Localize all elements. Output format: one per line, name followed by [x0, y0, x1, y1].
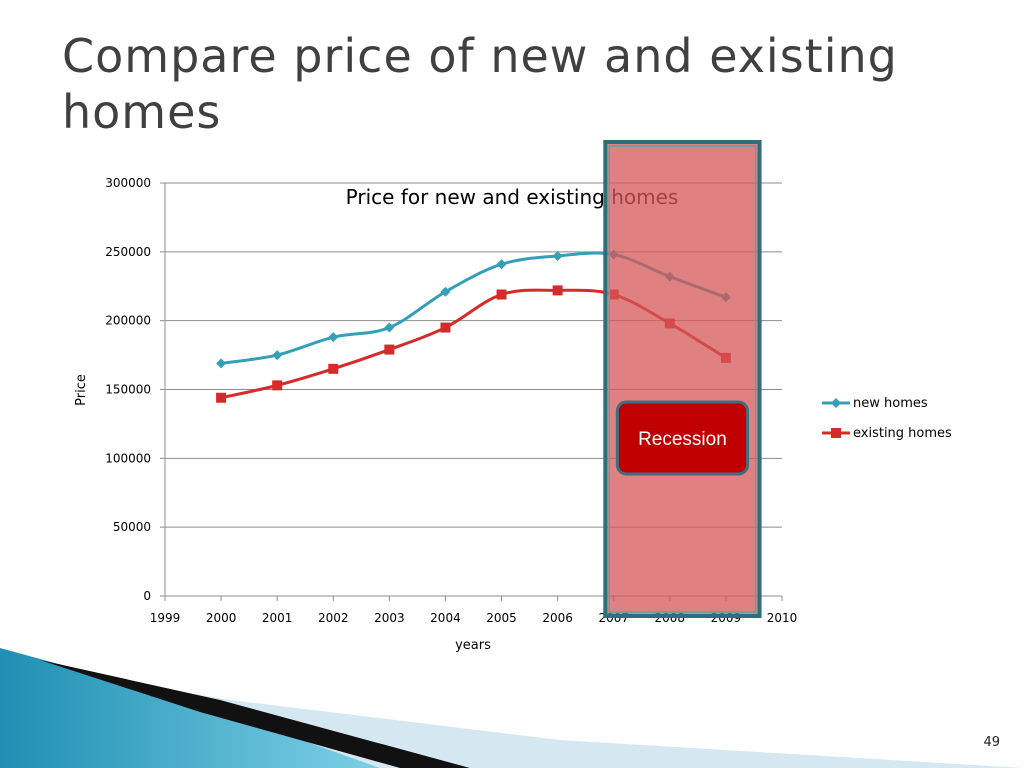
recession-label: Recession — [638, 429, 727, 450]
swoosh-dark — [40, 660, 470, 768]
data-point — [216, 392, 227, 403]
slide-number: 49 — [983, 735, 1000, 750]
x-tick-label: 2000 — [206, 611, 237, 625]
data-point — [552, 285, 563, 296]
recession-annotation: Recession — [603, 140, 762, 618]
data-point — [216, 358, 227, 369]
data-point — [496, 259, 507, 270]
x-tick-label: 2010 — [767, 611, 798, 625]
data-point — [272, 350, 283, 361]
data-point — [440, 286, 451, 297]
chart-legend: new homes existing homes — [822, 396, 952, 441]
data-point — [440, 322, 451, 333]
y-tick-label: 300000 — [105, 176, 151, 190]
data-point — [496, 289, 507, 300]
data-point — [384, 322, 395, 333]
data-point — [328, 332, 339, 343]
data-point — [831, 398, 841, 408]
y-tick-label: 50000 — [113, 520, 151, 534]
slide-title: Compare price of new and existing homes — [62, 29, 898, 139]
y-tick-label: 150000 — [105, 383, 151, 397]
data-point — [831, 428, 841, 438]
x-tick-label: 2001 — [262, 611, 293, 625]
data-point — [328, 363, 339, 374]
y-tick-label: 200000 — [105, 314, 151, 328]
x-tick-label: 2005 — [486, 611, 517, 625]
recession-label-box — [615, 400, 750, 476]
y-tick-labels: 0 50000 100000 150000 200000 250000 300000 — [105, 176, 151, 603]
x-tick-label: 2002 — [318, 611, 349, 625]
x-axis-label: years — [455, 638, 491, 653]
data-point — [272, 380, 283, 391]
x-tick-label: 2003 — [374, 611, 405, 625]
y-tick-label: 0 — [143, 589, 151, 603]
y-tick-label: 250000 — [105, 245, 151, 259]
x-tick-label: 1999 — [150, 611, 181, 625]
recession-band — [603, 140, 762, 618]
y-tick-label: 100000 — [105, 451, 151, 465]
x-tick-label: 2006 — [542, 611, 573, 625]
legend-label: new homes — [853, 396, 928, 411]
slide-decoration — [0, 648, 1024, 768]
legend-item: new homes — [822, 396, 928, 411]
x-tick-label: 2004 — [430, 611, 461, 625]
data-point — [384, 344, 395, 355]
data-point — [552, 250, 563, 261]
legend-item: existing homes — [822, 426, 952, 441]
legend-label: existing homes — [853, 426, 952, 441]
recession-band-inner-border — [608, 145, 757, 613]
y-axis-label: Price — [74, 374, 89, 406]
